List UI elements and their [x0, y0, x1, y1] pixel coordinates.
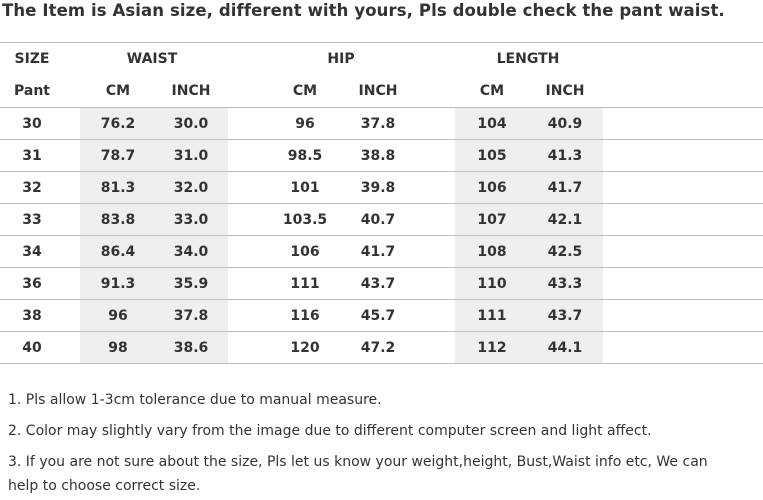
- row-divider: [0, 235, 763, 236]
- note-tolerance: 1. Pls allow 1-3cm tolerance due to manu…: [8, 392, 382, 408]
- table-cell: 98: [108, 340, 128, 356]
- table-cell: 107: [477, 212, 507, 228]
- table-cell: 37.8: [173, 308, 209, 324]
- table-cell: 111: [477, 308, 507, 324]
- table-top-rule: [0, 42, 763, 43]
- subheader-waist-inch: INCH: [171, 83, 211, 99]
- table-cell: 111: [290, 276, 320, 292]
- table-cell: 43.7: [360, 276, 396, 292]
- table-cell: 40.7: [360, 212, 396, 228]
- table-cell: 34.0: [173, 244, 209, 260]
- table-cell: 43.3: [547, 276, 583, 292]
- row-divider: [0, 267, 763, 268]
- table-cell: 116: [290, 308, 320, 324]
- table-cell: 104: [477, 116, 507, 132]
- table-cell: 83.8: [100, 212, 136, 228]
- row-divider: [0, 331, 763, 332]
- table-cell: 41.3: [547, 148, 583, 164]
- subheader-length-inch: INCH: [545, 83, 585, 99]
- row-divider: [0, 139, 763, 140]
- waist-column-band: [80, 108, 228, 364]
- subheader-hip-inch: INCH: [358, 83, 398, 99]
- table-cell: 32.0: [173, 180, 209, 196]
- table-cell: 96: [108, 308, 128, 324]
- table-cell: 39.8: [360, 180, 396, 196]
- table-cell: 40.9: [547, 116, 583, 132]
- table-cell: 42.5: [547, 244, 583, 260]
- table-cell: 38: [22, 308, 42, 324]
- table-cell: 47.2: [360, 340, 396, 356]
- subheader-waist-cm: CM: [105, 83, 131, 99]
- table-cell: 105: [477, 148, 507, 164]
- header-size: SIZE: [14, 51, 50, 67]
- table-cell: 112: [477, 340, 507, 356]
- table-cell: 32: [22, 180, 42, 196]
- table-cell: 41.7: [360, 244, 396, 260]
- table-cell: 37.8: [360, 116, 396, 132]
- table-cell: 30: [22, 116, 42, 132]
- header-bottom-rule: [0, 107, 763, 108]
- table-cell: 81.3: [100, 180, 136, 196]
- table-cell: 120: [290, 340, 320, 356]
- table-cell: 35.9: [173, 276, 209, 292]
- table-cell: 106: [290, 244, 320, 260]
- table-cell: 78.7: [100, 148, 136, 164]
- table-cell: 38.6: [173, 340, 209, 356]
- note-color: 2. Color may slightly vary from the imag…: [8, 423, 652, 439]
- table-cell: 110: [477, 276, 507, 292]
- table-cell: 31.0: [173, 148, 209, 164]
- header-length: LENGTH: [496, 51, 560, 67]
- length-column-band: [455, 108, 603, 364]
- row-divider: [0, 363, 763, 364]
- table-cell: 101: [290, 180, 320, 196]
- note-size-help: 3. If you are not sure about the size, P…: [8, 454, 708, 470]
- page-headline: The Item is Asian size, different with y…: [2, 1, 725, 20]
- table-cell: 91.3: [100, 276, 136, 292]
- table-cell: 31: [22, 148, 42, 164]
- table-cell: 41.7: [547, 180, 583, 196]
- table-cell: 96: [295, 116, 315, 132]
- table-cell: 40: [22, 340, 42, 356]
- table-cell: 36: [22, 276, 42, 292]
- table-cell: 45.7: [360, 308, 396, 324]
- row-divider: [0, 299, 763, 300]
- table-cell: 98.5: [287, 148, 323, 164]
- note-size-help-continued: help to choose correct size.: [8, 478, 201, 494]
- subheader-hip-cm: CM: [292, 83, 318, 99]
- table-cell: 33.0: [173, 212, 209, 228]
- table-cell: 108: [477, 244, 507, 260]
- table-cell: 42.1: [547, 212, 583, 228]
- size-chart-table: SIZE WAIST HIP LENGTH Pant CM INCH CM IN…: [0, 42, 763, 364]
- row-divider: [0, 171, 763, 172]
- header-waist: WAIST: [126, 51, 178, 67]
- row-divider: [0, 203, 763, 204]
- table-cell: 44.1: [547, 340, 583, 356]
- table-cell: 106: [477, 180, 507, 196]
- subheader-length-cm: CM: [479, 83, 505, 99]
- table-cell: 33: [22, 212, 42, 228]
- table-cell: 34: [22, 244, 42, 260]
- table-cell: 86.4: [100, 244, 136, 260]
- table-cell: 43.7: [547, 308, 583, 324]
- table-cell: 76.2: [100, 116, 136, 132]
- header-hip: HIP: [327, 51, 355, 67]
- table-cell: 103.5: [282, 212, 328, 228]
- table-cell: 30.0: [173, 116, 209, 132]
- table-cell: 38.8: [360, 148, 396, 164]
- subheader-pant: Pant: [14, 83, 50, 99]
